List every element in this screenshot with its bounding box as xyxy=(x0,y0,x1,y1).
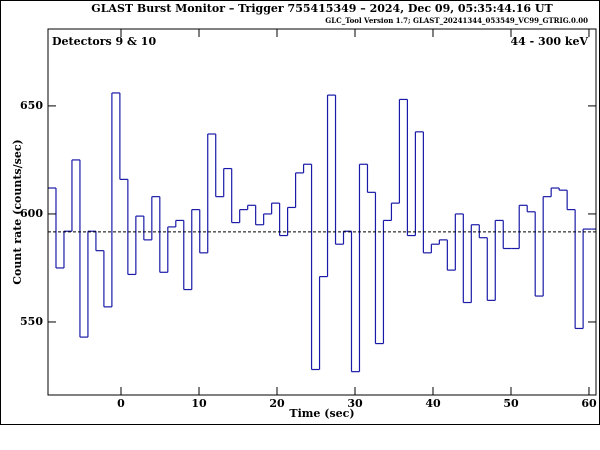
y-tick-label: 600 xyxy=(20,207,43,220)
energy-label: 44 - 300 keV xyxy=(511,35,589,48)
x-tick-label: 0 xyxy=(117,397,125,410)
outer-frame xyxy=(0,0,600,425)
x-tick-label: 40 xyxy=(425,397,441,410)
y-axis-label: Count rate (counts/sec) xyxy=(11,139,24,284)
y-tick-label: 650 xyxy=(20,99,43,112)
x-tick-label: 60 xyxy=(581,397,597,410)
x-axis-label: Time (sec) xyxy=(289,407,354,420)
x-tick-label: 20 xyxy=(269,397,285,410)
detector-label: Detectors 9 & 10 xyxy=(52,35,156,48)
plot-frame xyxy=(47,28,597,396)
chart-title: GLAST Burst Monitor – Trigger 755415349 … xyxy=(91,2,553,15)
x-tick-label: 50 xyxy=(503,397,519,410)
plot-area xyxy=(48,92,596,373)
chart-subtitle: GLC_Tool Version 1.7; GLAST_20241344_053… xyxy=(325,16,588,25)
y-tick-label: 550 xyxy=(20,315,43,328)
x-tick-label: 10 xyxy=(191,397,207,410)
x-tick-label: 30 xyxy=(347,397,363,410)
